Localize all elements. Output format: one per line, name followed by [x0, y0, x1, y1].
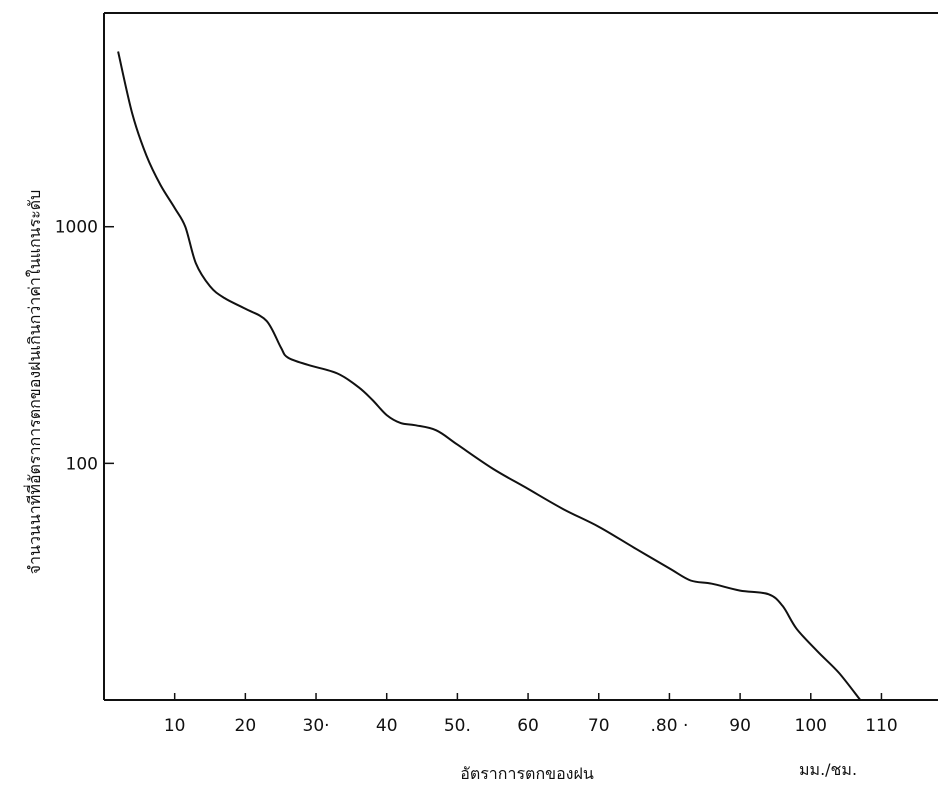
- x-tick-label: 40: [376, 716, 398, 736]
- x-tick-label: 60: [517, 716, 539, 736]
- x-tick-label: 20: [235, 716, 257, 736]
- y-tick-label: 1000: [55, 218, 98, 238]
- x-axis-title: อัตราการตกของฝน: [460, 764, 594, 783]
- rainfall-exceedance-curve: [117, 51, 862, 701]
- x-tick-label: .80 ·: [651, 716, 689, 736]
- x-tick-label: 30·: [303, 716, 330, 736]
- x-tick-label: 100: [795, 716, 827, 736]
- x-tick-label: 10: [164, 716, 186, 736]
- x-tick-label: 110: [865, 716, 897, 736]
- y-axis-title: จำนวนนาทีที่อัตราการตกของฝนเกินกว่าค่าใน…: [23, 190, 44, 575]
- x-tick-label: 70: [588, 716, 610, 736]
- x-tick-label: 90: [729, 716, 751, 736]
- y-tick-label: 100: [66, 454, 98, 474]
- x-tick-label: 50.: [444, 716, 471, 736]
- x-axis-unit-label: มม./ชม.: [799, 760, 857, 779]
